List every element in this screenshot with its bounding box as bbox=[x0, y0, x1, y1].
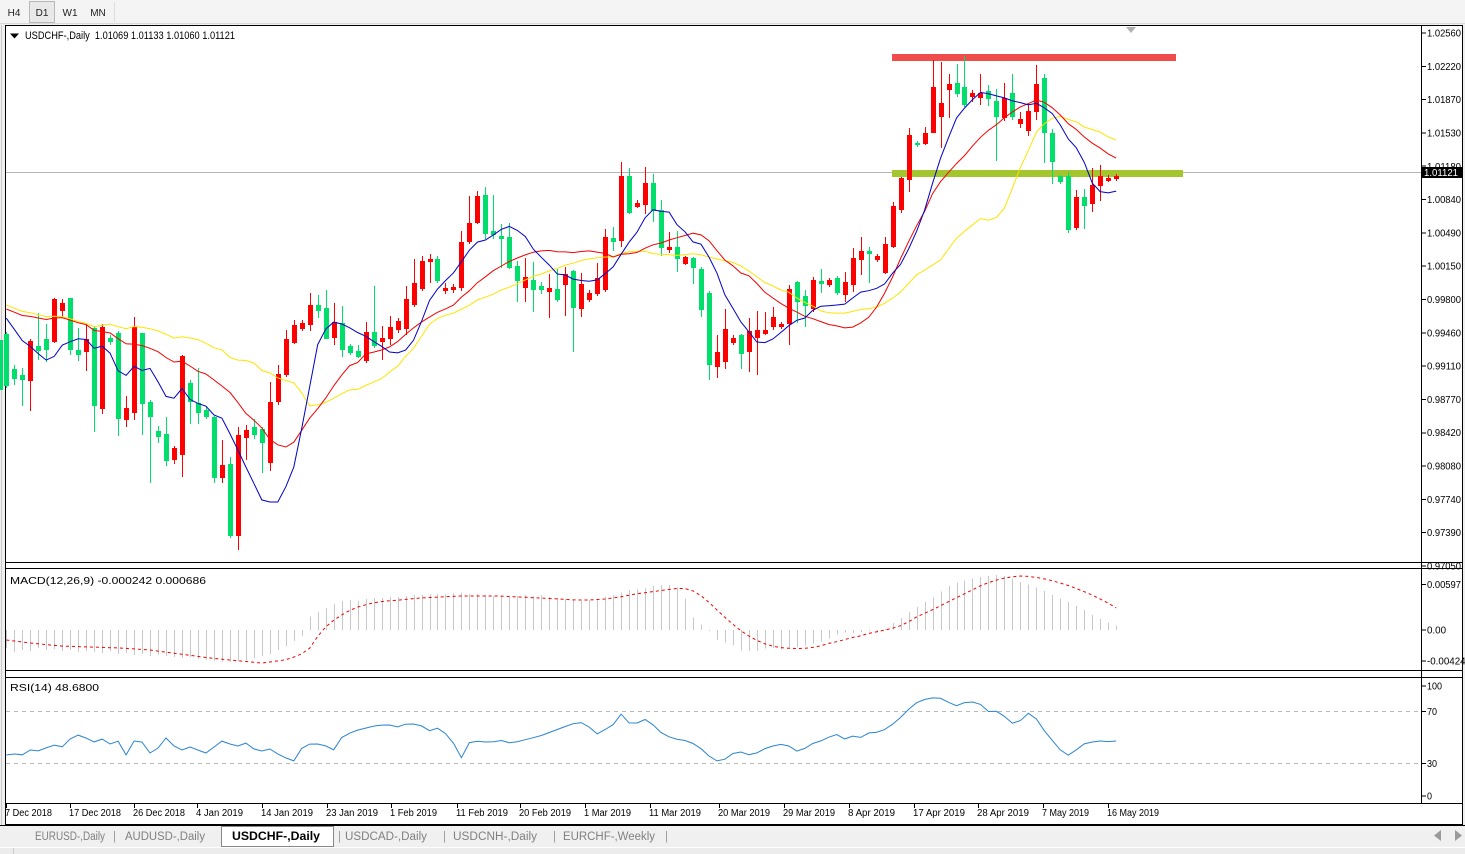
svg-text:0.99110: 0.99110 bbox=[1427, 362, 1461, 373]
svg-text:MACD(12,26,9) -0.000242 0.0006: MACD(12,26,9) -0.000242 0.000686 bbox=[10, 576, 207, 587]
svg-text:20 Feb 2019: 20 Feb 2019 bbox=[519, 808, 571, 819]
svg-text:RSI(14) 48.6800: RSI(14) 48.6800 bbox=[10, 683, 100, 694]
svg-text:1.00150: 1.00150 bbox=[1427, 262, 1461, 273]
svg-text:0.97390: 0.97390 bbox=[1427, 528, 1461, 539]
svg-text:23 Jan 2019: 23 Jan 2019 bbox=[326, 808, 378, 819]
svg-text:0.00597: 0.00597 bbox=[1427, 580, 1461, 591]
svg-text:14 Jan 2019: 14 Jan 2019 bbox=[261, 808, 313, 819]
svg-text:28 Apr 2019: 28 Apr 2019 bbox=[977, 808, 1029, 819]
svg-text:0.97050: 0.97050 bbox=[1427, 562, 1461, 573]
svg-text:USDCNH-,Daily: USDCNH-,Daily bbox=[453, 831, 537, 843]
svg-text:|: | bbox=[338, 831, 341, 843]
svg-text:|: | bbox=[665, 831, 668, 843]
svg-text:29 Mar 2019: 29 Mar 2019 bbox=[783, 808, 835, 819]
svg-text:30: 30 bbox=[1427, 759, 1437, 770]
svg-text:0.99800: 0.99800 bbox=[1427, 295, 1461, 306]
svg-text:16 May 2019: 16 May 2019 bbox=[1107, 808, 1159, 819]
svg-text:7 May 2019: 7 May 2019 bbox=[1042, 808, 1089, 819]
svg-text:8 Apr 2019: 8 Apr 2019 bbox=[848, 808, 895, 819]
svg-text:0.97740: 0.97740 bbox=[1427, 495, 1461, 506]
svg-text:EURUSD-,Daily: EURUSD-,Daily bbox=[35, 831, 105, 843]
svg-text:1.01121: 1.01121 bbox=[1424, 168, 1458, 179]
svg-text:-0.004243: -0.004243 bbox=[1427, 657, 1465, 668]
svg-text:EURCHF-,Weekly: EURCHF-,Weekly bbox=[563, 831, 655, 843]
svg-text:1 Feb 2019: 1 Feb 2019 bbox=[390, 808, 437, 819]
svg-text:|: | bbox=[553, 831, 556, 843]
svg-text:1.00490: 1.00490 bbox=[1427, 228, 1461, 239]
svg-text:|: | bbox=[113, 831, 116, 843]
svg-text:17 Apr 2019: 17 Apr 2019 bbox=[913, 808, 965, 819]
svg-text:100: 100 bbox=[1427, 682, 1442, 693]
svg-text:11 Mar 2019: 11 Mar 2019 bbox=[649, 808, 701, 819]
svg-text:1.01870: 1.01870 bbox=[1427, 95, 1461, 106]
svg-text:26 Dec 2018: 26 Dec 2018 bbox=[133, 808, 185, 819]
svg-text:0.98080: 0.98080 bbox=[1427, 462, 1461, 473]
svg-text:1.02560: 1.02560 bbox=[1427, 29, 1461, 40]
svg-text:AUDUSD-,Daily: AUDUSD-,Daily bbox=[125, 831, 205, 843]
svg-text:1.00840: 1.00840 bbox=[1427, 195, 1461, 206]
svg-text:0.98420: 0.98420 bbox=[1427, 428, 1461, 439]
svg-text:11 Feb 2019: 11 Feb 2019 bbox=[456, 808, 508, 819]
svg-text:1 Mar 2019: 1 Mar 2019 bbox=[584, 808, 631, 819]
svg-text:0: 0 bbox=[1427, 792, 1432, 803]
svg-text:USDCHF-,Daily: USDCHF-,Daily bbox=[232, 831, 321, 843]
svg-text:USDCHF-,Daily 1.01069 1.01133: USDCHF-,Daily 1.01069 1.01133 1.01060 1.… bbox=[25, 30, 235, 42]
svg-text:W1: W1 bbox=[63, 8, 78, 19]
svg-text:D1: D1 bbox=[36, 8, 49, 19]
svg-text:1.02220: 1.02220 bbox=[1427, 62, 1461, 73]
svg-text:0.00: 0.00 bbox=[1427, 626, 1446, 637]
svg-text:70: 70 bbox=[1427, 707, 1437, 718]
svg-text:|: | bbox=[443, 831, 446, 843]
svg-text:USDCAD-,Daily: USDCAD-,Daily bbox=[345, 831, 427, 843]
svg-text:1.01530: 1.01530 bbox=[1427, 128, 1461, 139]
svg-text:0.98770: 0.98770 bbox=[1427, 395, 1461, 406]
svg-text:20 Mar 2019: 20 Mar 2019 bbox=[718, 808, 770, 819]
svg-text:4 Jan 2019: 4 Jan 2019 bbox=[196, 808, 243, 819]
svg-text:0.99460: 0.99460 bbox=[1427, 328, 1461, 339]
svg-text:MN: MN bbox=[90, 8, 106, 19]
svg-text:17 Dec 2018: 17 Dec 2018 bbox=[69, 808, 121, 819]
svg-text:H4: H4 bbox=[8, 8, 21, 19]
svg-text:7 Dec 2018: 7 Dec 2018 bbox=[5, 808, 52, 819]
